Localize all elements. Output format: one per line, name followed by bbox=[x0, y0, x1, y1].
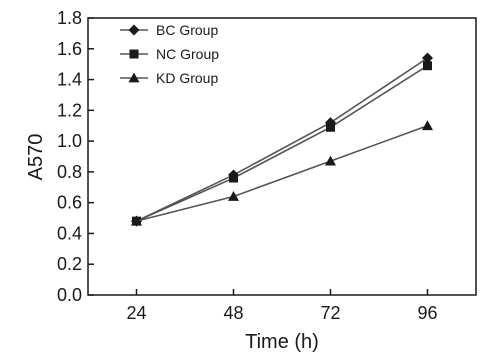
y-tick-label: 1.4 bbox=[57, 70, 82, 90]
data-point bbox=[422, 120, 433, 131]
legend: BC Group NC Group KD Group bbox=[120, 22, 219, 86]
legend-marker bbox=[129, 49, 139, 59]
y-tick-label: 0.6 bbox=[57, 193, 82, 213]
legend-entry: KD Group bbox=[120, 70, 218, 86]
data-point bbox=[423, 61, 432, 71]
y-tick-label: 0.8 bbox=[57, 162, 82, 182]
legend-marker bbox=[128, 24, 140, 36]
y-tick-label: 1.8 bbox=[57, 8, 82, 28]
data-point bbox=[228, 191, 239, 201]
y-tick-label: 1.0 bbox=[57, 131, 82, 151]
legend-entry: NC Group bbox=[120, 46, 219, 62]
legend-marker bbox=[128, 72, 140, 83]
x-axis-label: Time (h) bbox=[245, 331, 319, 353]
y-tick-label: 0.2 bbox=[57, 254, 82, 274]
data-point bbox=[131, 215, 142, 226]
x-tick-label: 48 bbox=[223, 303, 243, 323]
y-tick-label: 1.2 bbox=[57, 100, 82, 120]
x-tick-label: 72 bbox=[320, 303, 340, 323]
series-line bbox=[136, 65, 428, 222]
legend-label: KD Group bbox=[156, 70, 218, 86]
y-tick-label: 0.4 bbox=[57, 223, 82, 243]
data-point bbox=[325, 155, 336, 166]
legend-label: NC Group bbox=[156, 46, 219, 62]
data-point bbox=[326, 122, 335, 132]
x-tick-label: 96 bbox=[417, 303, 437, 323]
legend-label: BC Group bbox=[156, 22, 218, 38]
data-point bbox=[229, 173, 238, 183]
data-point bbox=[422, 52, 433, 64]
series-2 bbox=[131, 120, 433, 226]
legend-entry: BC Group bbox=[120, 22, 218, 38]
y-tick-label: 1.6 bbox=[57, 39, 82, 59]
axes: 0.0 0.2 0.4 0.6 0.8 1.0 1.2 1.4 1.6 1.8 24 48 72 96 bbox=[57, 8, 477, 323]
series-layer bbox=[131, 52, 433, 227]
plot-frame bbox=[87, 17, 477, 296]
y-tick-label: 0.0 bbox=[57, 285, 82, 305]
y-axis-label: A570 bbox=[25, 134, 47, 181]
series-line bbox=[136, 124, 428, 222]
x-tick-label: 24 bbox=[126, 303, 146, 323]
series-line bbox=[136, 57, 428, 222]
